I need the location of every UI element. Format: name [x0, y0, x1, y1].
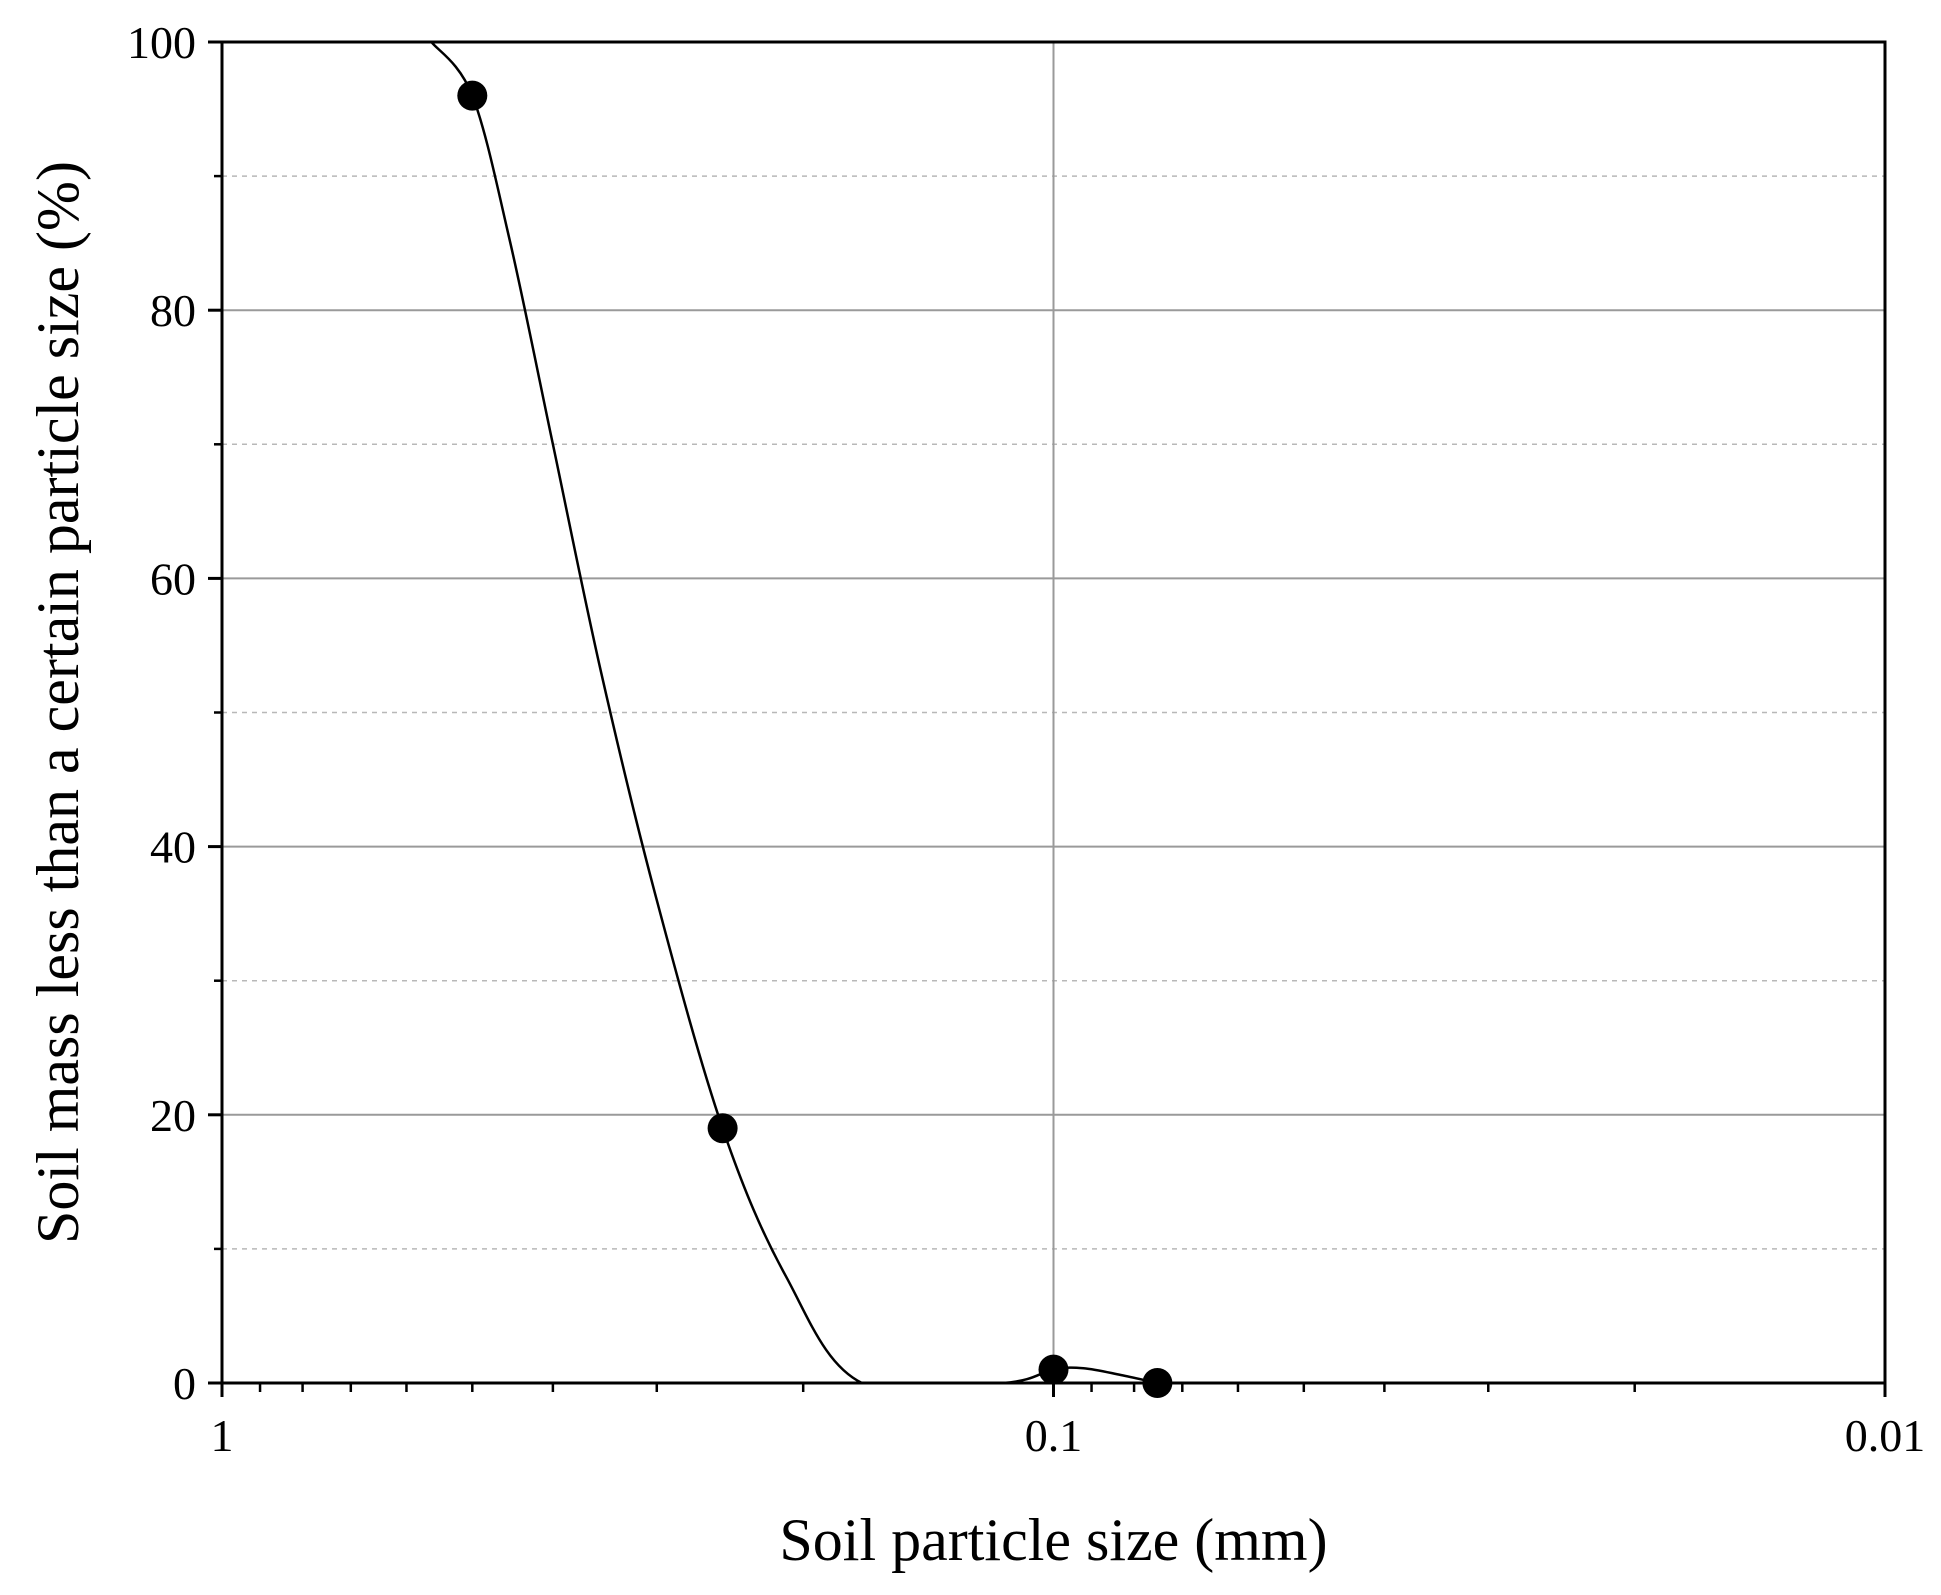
- y-tick-label: 80: [150, 285, 196, 336]
- y-tick-label: 40: [150, 822, 196, 873]
- x-tick-label: 0.1: [1025, 1410, 1083, 1461]
- grid-layer: [222, 42, 1885, 1383]
- y-axis-label: Soil mass less than a certain particle s…: [25, 161, 91, 1244]
- data-point: [1038, 1354, 1069, 1385]
- data-point: [457, 80, 488, 111]
- y-tick-labels: 0 20 40 60 80 100: [127, 17, 196, 1409]
- y-tick-label: 60: [150, 553, 196, 604]
- x-tick-labels: 1 0.1 0.01: [211, 1410, 1926, 1461]
- data-points-layer: [457, 80, 1173, 1398]
- axis-ticks-layer: [208, 40, 1887, 1397]
- x-tick-label: 1: [211, 1410, 234, 1461]
- y-tick-label: 0: [173, 1358, 196, 1409]
- y-tick-label: 20: [150, 1090, 196, 1141]
- x-tick-label: 0.01: [1845, 1410, 1926, 1461]
- x-axis-label: Soil particle size (mm): [779, 1507, 1327, 1573]
- y-tick-label: 100: [127, 17, 196, 68]
- data-point: [707, 1113, 738, 1144]
